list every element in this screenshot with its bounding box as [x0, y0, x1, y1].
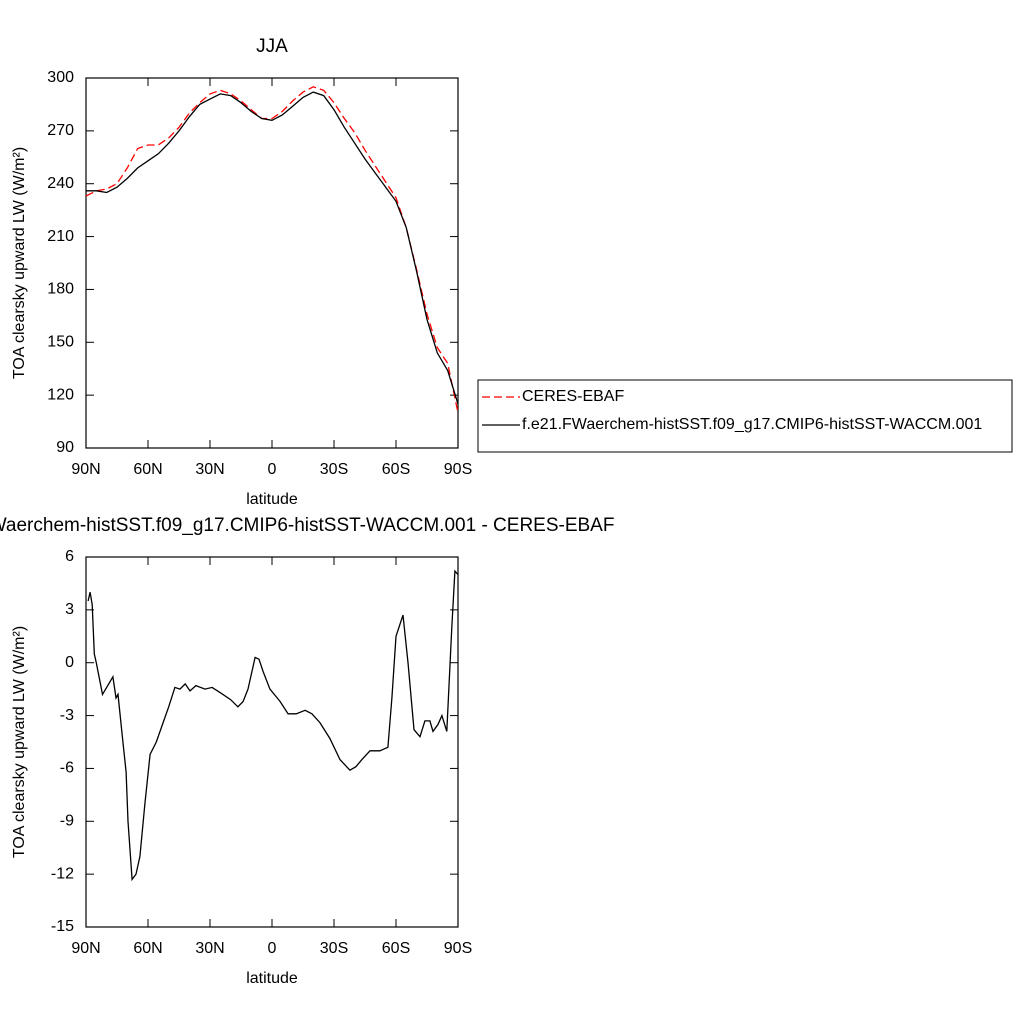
plot-frame — [85, 77, 459, 449]
y-axis-label: TOA clearsky upward LW (W/m²) — [11, 626, 28, 858]
y-tick-label: -15 — [51, 918, 74, 935]
x-tick-label: 30S — [320, 461, 348, 478]
x-tick-label: 30N — [195, 461, 224, 478]
x-axis-label: latitude — [246, 970, 298, 987]
x-tick-label: 60N — [133, 461, 162, 478]
y-tick-label: 120 — [47, 386, 74, 403]
x-tick-label: 90N — [71, 461, 100, 478]
y-axis-label: TOA clearsky upward LW (W/m²) — [11, 147, 28, 379]
x-tick-label: 60N — [133, 940, 162, 957]
x-tick-label: 60S — [382, 940, 410, 957]
y-tick-label: -12 — [51, 865, 74, 882]
chart-title: JJA — [256, 36, 288, 57]
y-tick-label: -9 — [60, 813, 74, 830]
x-tick-label: 90S — [444, 461, 472, 478]
y-tick-label: 6 — [65, 548, 74, 565]
x-tick-label: 60S — [382, 461, 410, 478]
x-tick-label: 0 — [268, 461, 277, 478]
y-tick-label: 90 — [56, 439, 74, 456]
y-tick-label: 240 — [47, 175, 74, 192]
legend-label: f.e21.FWaerchem-histSST.f09_g17.CMIP6-hi… — [522, 416, 982, 433]
plot-frame — [85, 556, 459, 928]
x-tick-label: 90N — [71, 940, 100, 957]
legend-box — [477, 379, 1013, 453]
series-line — [85, 86, 459, 413]
y-tick-label: 0 — [65, 654, 74, 671]
x-tick-label: 0 — [268, 940, 277, 957]
y-tick-label: -3 — [60, 707, 74, 724]
y-tick-label: 150 — [47, 334, 74, 351]
series-line — [86, 91, 459, 405]
x-tick-label: 90S — [444, 940, 472, 957]
x-axis-label: latitude — [246, 491, 298, 508]
y-tick-label: 210 — [47, 228, 74, 245]
series-line — [87, 569, 459, 882]
x-tick-label: 30S — [320, 940, 348, 957]
x-tick-label: 30N — [195, 940, 224, 957]
legend-label: CERES-EBAF — [522, 388, 624, 405]
y-tick-label: 3 — [65, 601, 74, 618]
y-tick-label: 180 — [47, 281, 74, 298]
chart-title: f.e21.FWaerchem-histSST.f09_g17.CMIP6-hi… — [0, 515, 614, 536]
y-tick-label: 300 — [47, 69, 74, 86]
y-tick-label: -6 — [60, 760, 74, 777]
y-tick-label: 270 — [47, 122, 74, 139]
